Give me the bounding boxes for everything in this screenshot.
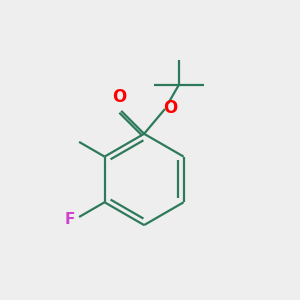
Text: O: O — [163, 98, 177, 116]
Text: O: O — [112, 88, 127, 106]
Text: F: F — [65, 212, 75, 227]
